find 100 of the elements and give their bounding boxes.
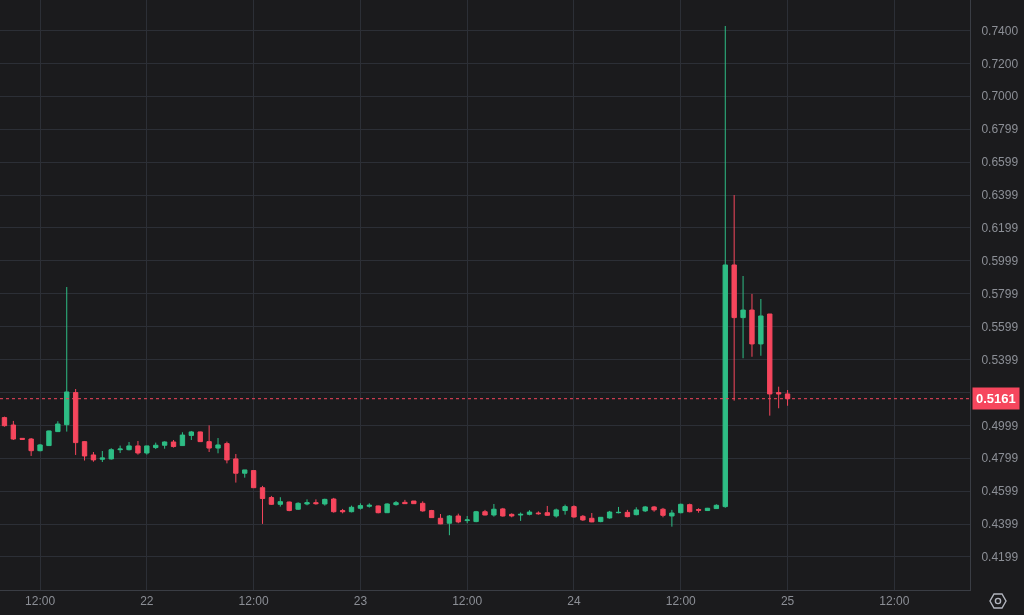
y-tick-label: 0.7000	[981, 89, 1019, 104]
candlestick	[678, 503, 684, 514]
candlestick	[10, 420, 17, 441]
candlestick	[437, 513, 444, 525]
x-tick-label: 12:00	[879, 594, 910, 609]
candlestick	[135, 440, 141, 456]
candlestick	[669, 509, 675, 528]
candlestick	[393, 500, 399, 507]
y-tick-label: 0.6799	[981, 122, 1019, 137]
candlestick	[722, 25, 728, 509]
candlestick	[331, 497, 337, 514]
candlestick	[642, 505, 648, 513]
candlestick	[188, 430, 195, 441]
x-tick-label: 12:00	[452, 594, 483, 609]
candlestick	[126, 441, 132, 451]
x-tick-label: 23	[353, 594, 368, 609]
candlestick	[651, 505, 657, 513]
candlestick	[562, 504, 568, 516]
y-tick-label: 0.5599	[981, 319, 1019, 334]
candlestick	[571, 504, 577, 519]
candlestick	[1, 416, 8, 428]
candlestick	[411, 500, 417, 505]
candlestick	[19, 437, 25, 441]
candlestick	[144, 445, 150, 456]
candlestick	[250, 470, 257, 489]
candlestick	[28, 437, 34, 457]
candlestick	[286, 501, 292, 512]
candlestick	[455, 513, 461, 524]
candlestick	[170, 439, 177, 449]
candlestick	[99, 450, 106, 463]
candlestick	[375, 505, 381, 514]
candlestick	[695, 507, 702, 514]
candlestick	[224, 441, 230, 464]
candlestick	[366, 502, 372, 509]
x-tick-label: 22	[140, 594, 154, 609]
candlestick	[206, 424, 212, 453]
candlestick	[446, 514, 453, 536]
y-tick-label: 0.4999	[981, 418, 1019, 433]
candlestick	[384, 502, 390, 514]
candlestick	[749, 293, 755, 358]
x-tick-label: 24	[567, 594, 581, 609]
candlestick	[598, 516, 604, 523]
y-tick-label: 0.4799	[981, 451, 1019, 466]
candlestick	[473, 510, 479, 523]
x-tick-label: 12:00	[25, 594, 56, 609]
candlestick	[161, 440, 168, 450]
candlestick	[491, 503, 497, 518]
x-tick-label: 25	[780, 594, 795, 609]
candlestick	[615, 506, 622, 514]
candlestick	[589, 512, 595, 523]
candlestick	[153, 442, 159, 450]
y-tick-label: 0.4199	[981, 550, 1019, 565]
candlestick	[37, 443, 43, 452]
candlestick	[633, 506, 639, 516]
candlestick	[544, 505, 550, 517]
y-tick-label: 0.6599	[981, 155, 1019, 170]
candlestick	[553, 508, 559, 519]
y-tick-label: 0.5999	[981, 254, 1019, 269]
y-tick-label: 0.6199	[981, 221, 1019, 236]
candlestick	[259, 485, 266, 525]
candlestick	[313, 498, 319, 506]
candlestick	[509, 512, 515, 518]
candlestick	[535, 510, 542, 516]
candlestick	[304, 498, 310, 506]
y-tick-label: 0.4399	[981, 517, 1019, 532]
candlestick	[357, 502, 364, 511]
y-tick-label: 0.7200	[981, 56, 1019, 71]
candlestick	[46, 430, 52, 447]
y-tick-label: 0.5799	[981, 286, 1019, 301]
candlestick	[402, 499, 408, 505]
candlestick	[233, 453, 239, 484]
candlestick	[740, 275, 746, 359]
candlestick	[242, 469, 248, 479]
candlestick	[580, 514, 586, 522]
y-tick-label: 0.5399	[981, 352, 1019, 367]
candlestick	[420, 500, 426, 513]
candlestick	[215, 437, 221, 454]
candlestick	[108, 447, 114, 461]
candlestick	[55, 420, 61, 433]
x-tick-label: 12:00	[238, 594, 269, 609]
candlestick	[500, 507, 506, 518]
candlestick	[179, 431, 186, 447]
ref-line-label: 0.5161	[976, 391, 1016, 406]
candlestick	[517, 512, 524, 522]
candlestick	[277, 496, 283, 508]
candlestick	[90, 451, 97, 463]
candlestick	[117, 445, 123, 454]
candlestick	[464, 515, 470, 524]
candlestick	[295, 501, 301, 511]
y-tick-label: 0.6399	[981, 188, 1019, 203]
candlestick	[758, 298, 764, 357]
candlestick	[660, 507, 666, 518]
candlestick	[81, 440, 88, 462]
y-tick-label: 0.7400	[981, 23, 1019, 38]
candlestick	[268, 495, 275, 506]
candlestick	[322, 498, 328, 507]
candlestick	[687, 503, 693, 513]
candlestick	[482, 509, 488, 516]
candlestick	[64, 286, 70, 433]
candlestick	[197, 431, 203, 443]
